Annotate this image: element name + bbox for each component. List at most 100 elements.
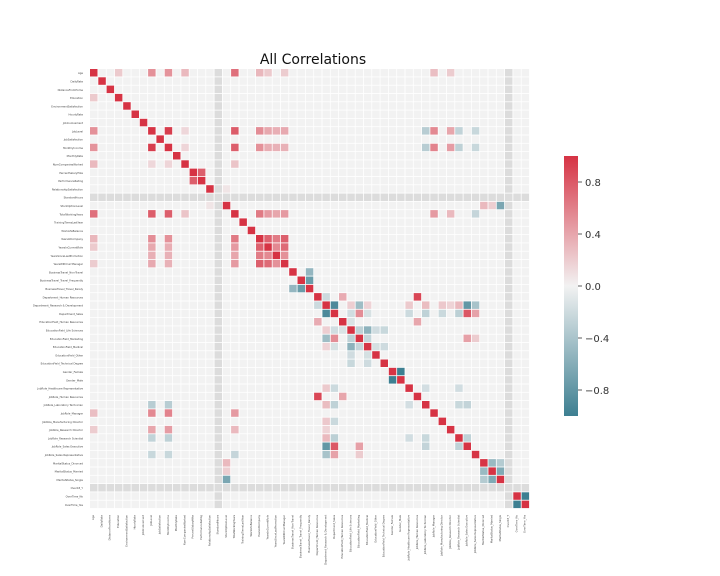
heatmap-cell	[239, 168, 247, 177]
heatmap-cell	[330, 110, 339, 118]
heatmap-cell	[339, 459, 347, 467]
heatmap-cell	[256, 392, 264, 401]
heatmap-cell	[372, 326, 380, 334]
heatmap-cell	[322, 276, 330, 284]
heatmap-cell	[347, 309, 355, 318]
heatmap-cell	[272, 110, 281, 118]
heatmap-cell	[264, 342, 272, 351]
heatmap-cell	[339, 284, 347, 293]
heatmap-cell	[347, 284, 355, 293]
heatmap-cell	[363, 193, 372, 201]
heatmap-cell	[446, 417, 455, 426]
y-tick-label: EducationField_Marketing	[50, 337, 83, 341]
heatmap-cell	[405, 492, 413, 500]
heatmap-cell	[471, 176, 480, 185]
heatmap-cell	[222, 85, 231, 94]
heatmap-cell	[148, 259, 156, 268]
heatmap-cell	[148, 193, 156, 201]
heatmap-cell	[305, 425, 314, 434]
heatmap-cell	[438, 367, 447, 376]
heatmap-cell	[256, 251, 264, 260]
heatmap-cell	[363, 384, 372, 392]
heatmap-cell	[355, 359, 364, 367]
heatmap-cell	[397, 276, 405, 284]
heatmap-cell	[114, 268, 123, 276]
heatmap-cell	[521, 243, 530, 251]
heatmap-cell	[314, 243, 322, 251]
heatmap-cell	[455, 359, 463, 367]
heatmap-cell	[156, 276, 164, 284]
heatmap-cell	[422, 143, 430, 152]
x-tick-label: EducationField_Marketing	[357, 515, 361, 548]
heatmap-cell	[471, 301, 480, 309]
heatmap-cell	[322, 143, 330, 152]
heatmap-cell	[521, 276, 530, 284]
heatmap-cell	[455, 367, 463, 376]
heatmap-cell	[355, 409, 364, 417]
heatmap-cell	[256, 367, 264, 376]
heatmap-cell	[206, 102, 214, 110]
heatmap-cell	[123, 176, 131, 185]
heatmap-cell	[347, 152, 355, 160]
heatmap-cell	[197, 176, 206, 185]
heatmap-cell	[148, 218, 156, 226]
heatmap-cell	[488, 293, 496, 301]
y-tick-labels: AgeDailyRateDistanceFromHomeEducationEnv…	[33, 71, 84, 507]
heatmap-cell	[131, 226, 139, 235]
heatmap-cell	[289, 409, 297, 417]
heatmap-cell	[156, 342, 164, 351]
heatmap-cell	[505, 351, 513, 359]
heatmap-cell	[98, 243, 106, 251]
heatmap-cell	[156, 193, 164, 201]
heatmap-cell	[114, 384, 123, 392]
heatmap-cell	[488, 201, 496, 210]
heatmap-cell	[430, 152, 438, 160]
heatmap-cell	[347, 259, 355, 268]
heatmap-cell	[488, 475, 496, 484]
heatmap-cell	[380, 425, 388, 434]
heatmap-cell	[173, 243, 181, 251]
heatmap-cell	[397, 102, 405, 110]
heatmap-cell	[164, 143, 173, 152]
heatmap-cell	[405, 376, 413, 384]
heatmap-cell	[90, 318, 98, 326]
heatmap-cell	[164, 85, 173, 94]
heatmap-cell	[330, 309, 339, 318]
heatmap-cell	[148, 342, 156, 351]
heatmap-cell	[322, 102, 330, 110]
heatmap-cell	[189, 110, 198, 118]
heatmap-cell	[505, 218, 513, 226]
heatmap-cell	[405, 69, 413, 77]
heatmap-cell	[397, 93, 405, 102]
heatmap-cell	[471, 309, 480, 318]
heatmap-cell	[314, 500, 322, 509]
x-tick-label: OverTime_No	[514, 514, 518, 532]
heatmap-cell	[388, 467, 397, 475]
heatmap-cell	[231, 376, 239, 384]
heatmap-cell	[98, 259, 106, 268]
heatmap-cell	[90, 176, 98, 185]
heatmap-cell	[397, 69, 405, 77]
y-tick-label: PercentSalaryHike	[59, 171, 83, 175]
heatmap-cell	[139, 235, 148, 243]
heatmap-cell	[197, 467, 206, 475]
heatmap-cell	[314, 434, 322, 442]
heatmap-cell	[513, 392, 521, 401]
heatmap-cell	[397, 85, 405, 94]
heatmap-cell	[513, 218, 521, 226]
heatmap-cell	[222, 492, 231, 500]
heatmap-cell	[513, 160, 521, 168]
chart-title: All Correlations	[260, 52, 366, 68]
heatmap-cell	[438, 268, 447, 276]
heatmap-cell	[156, 318, 164, 326]
heatmap-cell	[272, 259, 281, 268]
heatmap-cell	[388, 77, 397, 85]
x-tick-label: Gender_Female	[390, 514, 394, 535]
heatmap-cell	[181, 359, 189, 367]
heatmap-cell	[214, 351, 222, 359]
heatmap-cell	[181, 226, 189, 235]
heatmap-cell	[231, 309, 239, 318]
heatmap-cell	[197, 152, 206, 160]
heatmap-cell	[422, 110, 430, 118]
heatmap-cell	[264, 210, 272, 218]
